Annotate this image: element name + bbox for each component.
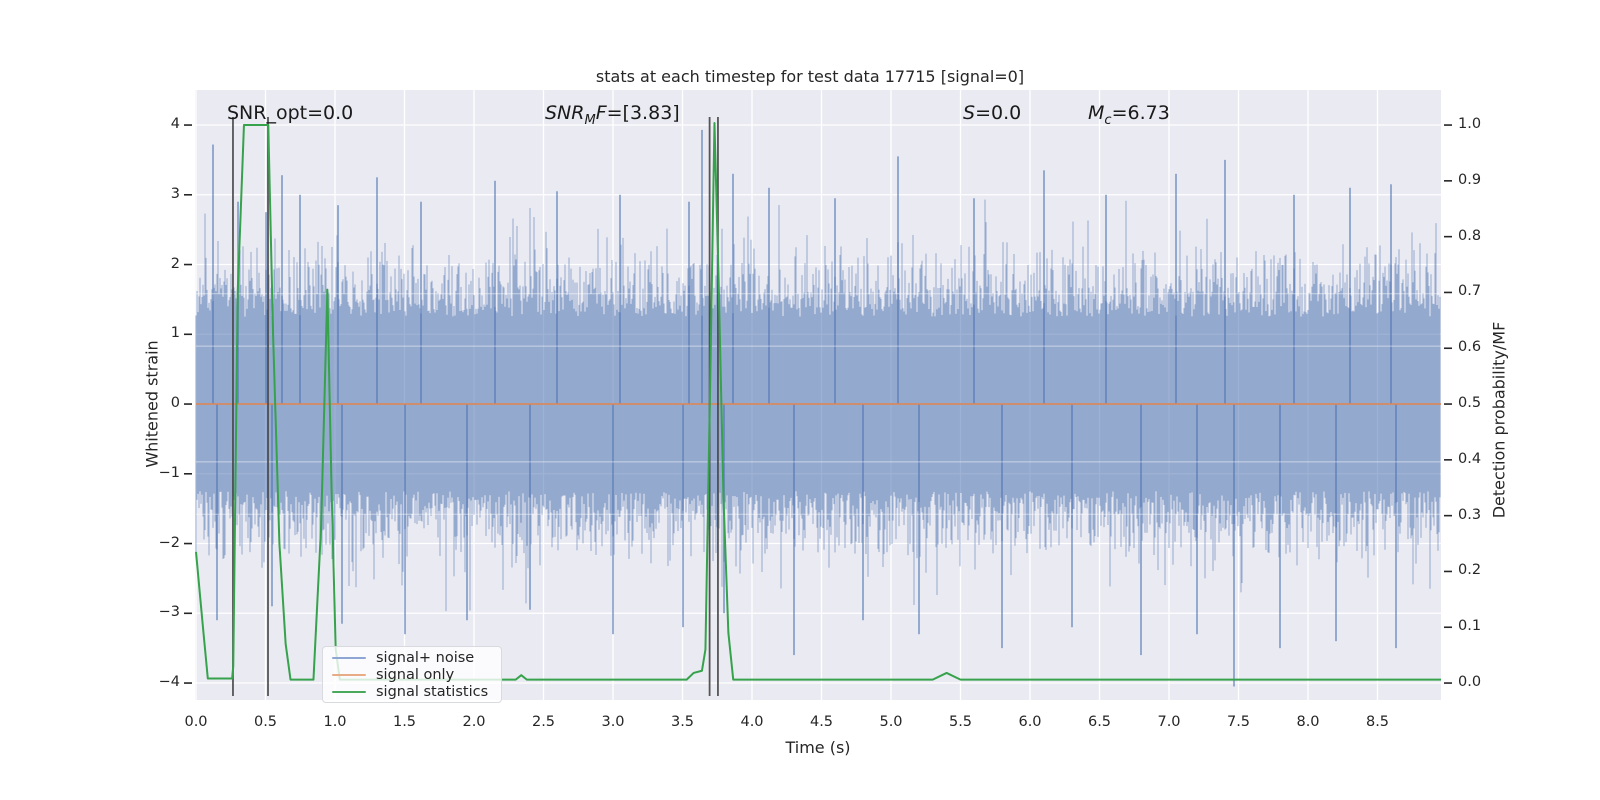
legend: signal+ noise signal only signal statistic…: [322, 646, 502, 703]
legend-label: signal+ noise: [376, 649, 475, 666]
y-tick-label-left: 4: [170, 116, 180, 132]
y-tick-label-right: 0.5: [1458, 395, 1482, 411]
y-tick-label-right: 0.0: [1458, 674, 1482, 690]
y-tick-label-right: 0.8: [1458, 227, 1482, 244]
x-tick-label: 3.5: [670, 714, 695, 730]
y-tick-label-right: 0.1: [1458, 618, 1482, 635]
x-tick-label: 8.0: [1296, 714, 1320, 730]
x-tick-label: 6.5: [1087, 714, 1112, 730]
x-tick-label: 2.0: [462, 714, 486, 730]
x-axis-label: Time (s): [785, 738, 851, 757]
tick-marks: [184, 124, 1452, 684]
y-tick-label-left: −4: [158, 674, 180, 690]
legend-line-swatch: [332, 673, 366, 676]
y-tick-label-left: −3: [158, 604, 180, 621]
annotation-snr-opt: SNR_opt=0.0: [227, 102, 354, 124]
annotation-mc: Mc=6.73: [1088, 102, 1170, 128]
y-tick-label-left: −1: [158, 464, 180, 481]
x-tick-label: 7.5: [1226, 714, 1251, 730]
y-tick-label-right: 0.3: [1458, 506, 1482, 523]
legend-label: signal statistics: [376, 683, 489, 700]
legend-entry: signal only: [323, 666, 501, 683]
x-tick-label: 5.0: [879, 714, 903, 730]
y-axis-label-right: Detection probability/MF: [1489, 321, 1509, 519]
x-tick-label: 1.5: [392, 714, 417, 730]
x-tick-label: 3.0: [601, 714, 625, 730]
x-tick-label: 6.0: [1018, 714, 1042, 730]
y-tick-label-left: −2: [158, 534, 180, 551]
y-tick-label-left: 3: [170, 185, 180, 202]
legend-line-swatch: [332, 690, 366, 693]
x-tick-label: 4.0: [740, 714, 764, 730]
y-tick-label-right: 0.2: [1458, 562, 1482, 579]
y-tick-label-right: 0.6: [1458, 339, 1482, 356]
density-artifact-lines: [196, 293, 1441, 515]
x-tick-label: 5.5: [948, 714, 973, 730]
x-tick-label: 2.5: [531, 714, 556, 730]
chart-title: stats at each timestep for test data 177…: [595, 67, 1025, 86]
x-tick-label: 7.0: [1157, 714, 1181, 730]
y-tick-label-left: 0: [170, 395, 180, 411]
annotation-s: S=0.0: [963, 102, 1022, 124]
x-tick-label: 0.5: [253, 714, 278, 730]
legend-line-swatch: [332, 656, 366, 659]
x-tick-label: 4.5: [809, 714, 834, 730]
x-tick-label: 8.5: [1365, 714, 1390, 730]
legend-entry: signal statistics: [323, 683, 501, 700]
y-tick-label-right: 0.4: [1458, 450, 1482, 467]
legend-label: signal only: [376, 666, 455, 683]
y-tick-label-right: 0.9: [1458, 171, 1482, 188]
annotation-snr-mf: SNRMF=[3.83]: [545, 102, 680, 128]
y-tick-label-right: 0.7: [1458, 283, 1482, 300]
y-tick-label-left: 1: [170, 325, 180, 342]
legend-entry: signal+ noise: [323, 649, 501, 666]
x-tick-label: 0.0: [184, 714, 208, 730]
x-tick-label: 1.0: [323, 714, 347, 730]
y-tick-label-right: 1.0: [1458, 116, 1482, 132]
y-tick-label-left: 2: [170, 255, 180, 272]
